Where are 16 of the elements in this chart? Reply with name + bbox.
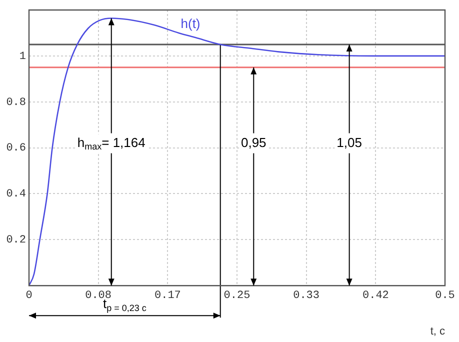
line-series [29,18,445,286]
x-tick-label: 0.17 [154,290,181,302]
x-axis-title: t, c [430,325,446,338]
y-tick-label: 0.6 [6,142,26,155]
y-tick-label: 1 [19,50,26,63]
annotation: 1,05 [336,134,362,150]
y-tick-label: 0.2 [6,234,26,247]
x-tick-label: 0.25 [224,290,250,302]
x-tick-label: 0 [26,290,32,302]
annotation: 0,95 [240,134,266,150]
y-tick-label: 0.8 [6,96,26,109]
x-tick-label: 0.33 [293,290,320,302]
y-tick-label: 0.4 [6,188,26,201]
series-label: h(t) [180,16,200,32]
x-tick-label: 0.5 [435,290,455,302]
x-tick-label: 0.42 [362,290,389,302]
